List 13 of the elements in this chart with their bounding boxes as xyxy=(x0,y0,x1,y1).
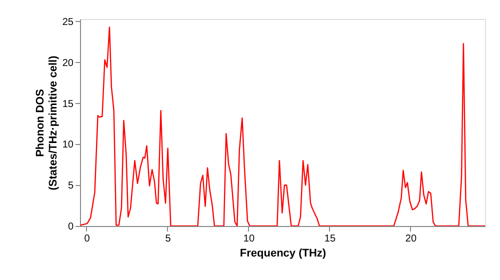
y-tick-label: 0 xyxy=(68,222,74,232)
x-tick-label: 10 xyxy=(243,234,255,244)
y-axis-title: Phonon DOS (States/THz·primitive cell) xyxy=(34,55,60,190)
x-tick-label: 5 xyxy=(165,234,172,244)
y-tick-label: 25 xyxy=(62,16,74,28)
y-tick-label: 20 xyxy=(62,58,74,69)
x-axis-title: Frequency (THz) xyxy=(240,248,326,260)
y-tick-label: 10 xyxy=(62,140,74,151)
y-tick-label: 5 xyxy=(68,180,74,192)
x-tick-label: 15 xyxy=(324,234,336,244)
y-tick-label: 15 xyxy=(62,98,74,110)
x-tick-label: 20 xyxy=(405,234,417,244)
x-tick-label: 0 xyxy=(84,234,90,244)
